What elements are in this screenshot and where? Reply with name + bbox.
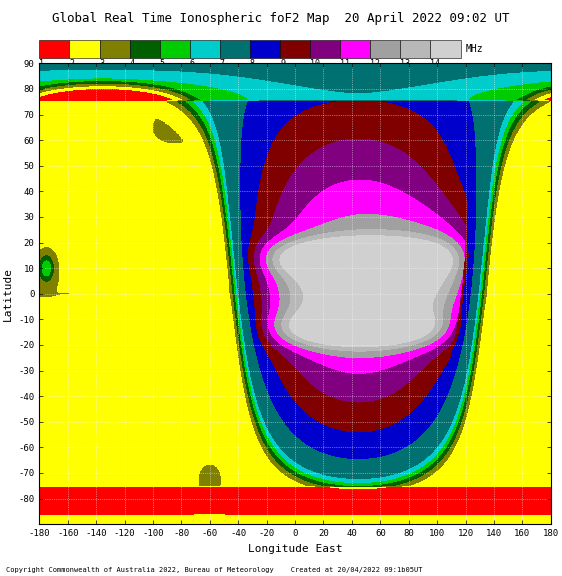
Bar bbox=[310, 40, 340, 58]
Text: 14: 14 bbox=[430, 59, 441, 69]
Text: 3: 3 bbox=[99, 59, 105, 69]
Bar bbox=[250, 40, 280, 58]
Text: 6: 6 bbox=[190, 59, 195, 69]
Bar bbox=[340, 40, 370, 58]
Bar bbox=[220, 40, 250, 58]
Text: Copyright Commonwealth of Australia 2022, Bureau of Meteorology    Created at 20: Copyright Commonwealth of Australia 2022… bbox=[6, 567, 422, 573]
Y-axis label: Latitude: Latitude bbox=[3, 267, 13, 321]
Text: Global Real Time Ionospheric foF2 Map  20 April 2022 09:02 UT: Global Real Time Ionospheric foF2 Map 20… bbox=[52, 12, 510, 25]
Text: 9: 9 bbox=[280, 59, 285, 69]
Text: 12: 12 bbox=[370, 59, 380, 69]
Text: 2: 2 bbox=[70, 59, 74, 69]
Text: 13: 13 bbox=[400, 59, 410, 69]
Bar bbox=[99, 40, 130, 58]
Bar bbox=[370, 40, 400, 58]
Text: 1: 1 bbox=[39, 59, 44, 69]
Text: 8: 8 bbox=[250, 59, 255, 69]
Text: 10: 10 bbox=[310, 59, 320, 69]
Bar bbox=[190, 40, 220, 58]
Bar bbox=[39, 40, 70, 58]
Bar bbox=[430, 40, 460, 58]
X-axis label: Longitude East: Longitude East bbox=[248, 544, 342, 554]
Text: 5: 5 bbox=[160, 59, 165, 69]
Text: MHz: MHz bbox=[466, 44, 483, 54]
Bar bbox=[160, 40, 190, 58]
Text: 11: 11 bbox=[340, 59, 350, 69]
Text: 4: 4 bbox=[130, 59, 134, 69]
Bar bbox=[130, 40, 160, 58]
Bar bbox=[70, 40, 99, 58]
Bar bbox=[280, 40, 310, 58]
Bar bbox=[400, 40, 430, 58]
Text: 7: 7 bbox=[220, 59, 225, 69]
